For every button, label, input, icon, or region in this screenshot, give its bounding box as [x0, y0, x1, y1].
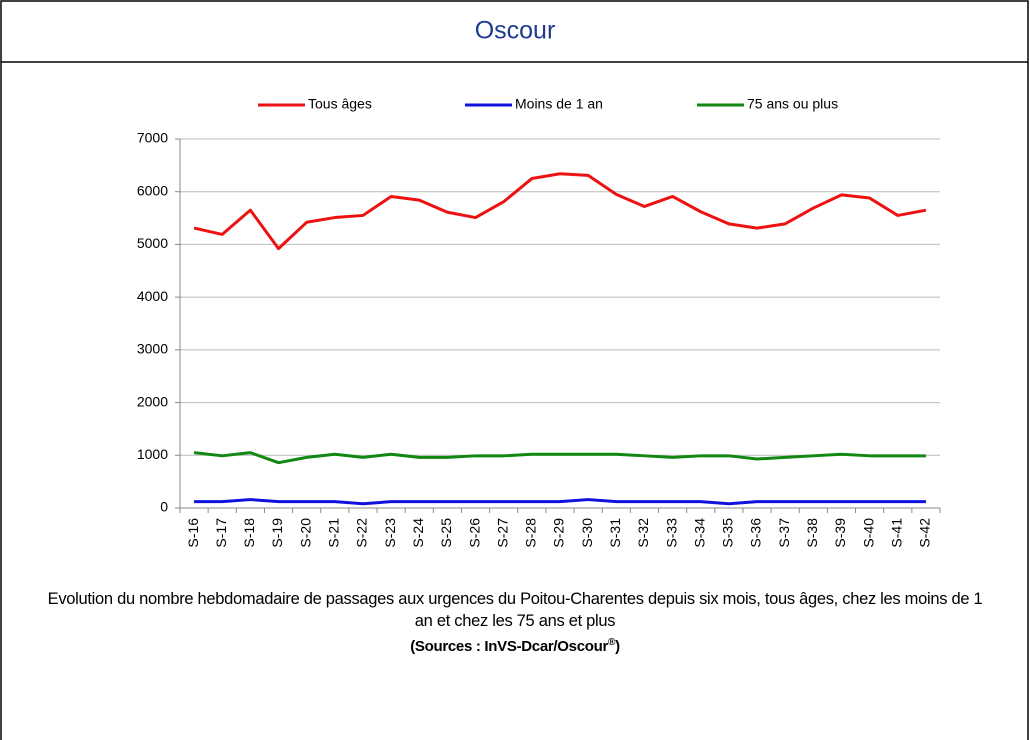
x-tick-label: S-32 — [635, 518, 651, 548]
x-tick-label: S-26 — [466, 518, 482, 548]
x-tick-label: S-38 — [804, 518, 820, 548]
source: (Sources : InVS-Dcar/Oscour®) — [40, 632, 990, 658]
x-tick-label: S-29 — [551, 518, 567, 548]
caption-text: Evolution du nombre hebdomadaire de pass… — [47, 590, 983, 630]
source-mark: ® — [608, 637, 616, 648]
x-tick-label: S-33 — [663, 518, 679, 548]
x-tick-label: S-19 — [269, 518, 285, 548]
x-tick-label: S-18 — [241, 518, 257, 548]
x-tick-label: S-28 — [523, 518, 539, 548]
y-tick-label: 1000 — [137, 446, 168, 462]
x-tick-label: S-22 — [354, 518, 370, 548]
y-tick-label: 3000 — [137, 341, 168, 357]
x-tick-label: S-23 — [382, 518, 398, 548]
x-tick-label: S-35 — [720, 518, 736, 548]
x-tick-label: S-42 — [917, 518, 933, 548]
x-tick-label: S-37 — [776, 518, 792, 548]
x-tick-label: S-16 — [185, 518, 201, 548]
x-tick-label: S-27 — [494, 518, 510, 548]
y-tick-label: 4000 — [137, 288, 168, 304]
x-tick-label: S-31 — [607, 518, 623, 548]
x-tick-label: S-21 — [326, 518, 342, 548]
series-line — [193, 172, 927, 251]
header-title: Oscour — [475, 17, 556, 45]
x-tick-label: S-24 — [410, 518, 426, 548]
x-tick-label: S-34 — [691, 518, 707, 548]
x-tick-label: S-36 — [748, 518, 764, 548]
x-tick-label: S-41 — [888, 518, 904, 548]
x-tick-label: S-20 — [297, 518, 313, 548]
y-tick-label: 2000 — [137, 393, 168, 409]
y-tick-label: 7000 — [137, 130, 168, 146]
x-tick-label: S-17 — [213, 518, 229, 548]
x-tick-label: S-39 — [832, 518, 848, 548]
caption: Evolution du nombre hebdomadaire de pass… — [40, 588, 990, 658]
x-tick-label: S-30 — [579, 518, 595, 548]
series-line — [193, 451, 926, 465]
source-prefix: (Sources : InVS-Dcar/Oscour — [410, 638, 608, 655]
series-line — [194, 498, 926, 506]
source-suffix: ) — [615, 638, 620, 655]
x-tick-label: S-25 — [438, 518, 454, 548]
y-tick-label: 0 — [160, 499, 168, 515]
x-tick-label: S-40 — [860, 518, 876, 548]
legend-label: 75 ans ou plus — [747, 96, 838, 112]
legend-label: Moins de 1 an — [515, 96, 603, 112]
y-tick-label: 6000 — [137, 182, 168, 198]
y-tick-label: 5000 — [137, 235, 168, 251]
legend-label: Tous âges — [308, 96, 372, 112]
